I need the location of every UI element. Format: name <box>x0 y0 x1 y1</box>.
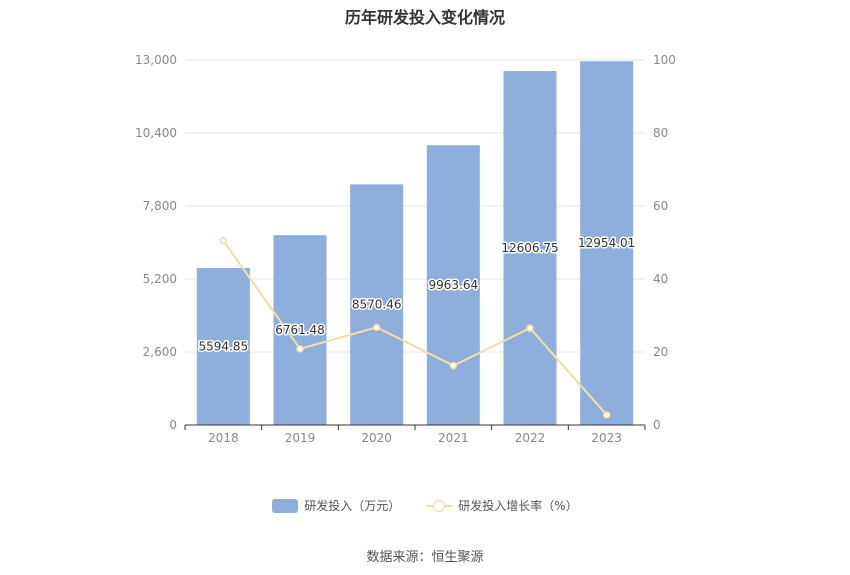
bar-2020 <box>350 184 404 425</box>
y-left-tick-label: 10,400 <box>135 126 177 140</box>
bar-data-label-2022: 12606.75 <box>501 241 558 255</box>
legend-item-line[interactable]: 研发投入增长率（%） <box>426 497 578 514</box>
y-right-tick-label: 100 <box>653 53 676 67</box>
growth-rate-point-2021 <box>449 361 458 370</box>
bar-2019 <box>273 235 327 425</box>
line-series <box>219 236 611 419</box>
legend-line-swatch <box>426 499 453 513</box>
growth-rate-point-2022 <box>526 324 534 332</box>
x-tick-label: 2021 <box>438 431 469 445</box>
y-right-tick-label: 40 <box>653 272 668 286</box>
bar-series <box>196 61 634 425</box>
y-right-tick-label: 60 <box>653 199 668 213</box>
y-left-tick-label: 2,600 <box>143 345 177 359</box>
y-left-tick-label: 7,800 <box>143 199 177 213</box>
y-axis-right-ticks: 0 20 40 60 80 100 <box>653 53 676 432</box>
bar-data-label-2020: 8570.46 <box>352 298 402 312</box>
y-left-tick-label: 0 <box>169 418 177 432</box>
growth-rate-point-2019 <box>296 345 304 353</box>
grid-lines <box>185 59 645 353</box>
x-tick-label: 2022 <box>515 431 546 445</box>
chart-canvas: 0 2,600 5,200 7,800 10,400 13,000 0 20 40 60 80 10… <box>135 53 676 445</box>
y-right-tick-label: 0 <box>653 418 661 432</box>
x-tick-label: 2020 <box>361 431 392 445</box>
chart-title: 历年研发投入变化情况 <box>344 8 505 27</box>
legend-line-label: 研发投入增长率（%） <box>458 499 578 513</box>
x-tick-label: 2018 <box>208 431 239 445</box>
growth-rate-point-2020 <box>372 323 381 332</box>
legend-bar-swatch <box>272 498 299 513</box>
legend-item-bar[interactable]: 研发投入（万元） <box>272 497 400 514</box>
data-source: 数据来源：恒生聚源 <box>366 550 484 565</box>
legend: 研发投入（万元） 研发投入增长率（%） <box>0 497 850 514</box>
bar-2022 <box>503 71 557 425</box>
x-tick-label: 2023 <box>591 431 622 445</box>
growth-rate-point-2018 <box>219 236 228 245</box>
x-tick-label: 2019 <box>285 431 316 445</box>
bar-2023 <box>580 61 634 425</box>
growth-rate-line <box>222 240 608 416</box>
bar-data-label-2023: 12954.01 <box>578 236 635 250</box>
bar-data-label-2021: 9963.64 <box>429 278 479 292</box>
y-left-tick-label: 13,000 <box>135 53 177 67</box>
bar-data-labels: 5594.85 6761.48 8570.46 9963.64 12606.75 1295… <box>197 235 637 355</box>
y-right-tick-label: 80 <box>653 126 668 140</box>
legend-bar-label: 研发投入（万元） <box>304 499 401 513</box>
y-left-tick-label: 5,200 <box>143 272 177 286</box>
bar-data-label-2018: 5594.85 <box>199 339 249 353</box>
bar-2018 <box>196 267 250 425</box>
y-right-tick-label: 20 <box>653 345 668 359</box>
growth-rate-point-2023 <box>602 411 611 419</box>
x-axis: 2018 2019 2020 2021 2022 2023 <box>184 424 646 445</box>
y-axis-left-ticks: 0 2,600 5,200 7,800 10,400 13,000 <box>135 53 177 432</box>
bar-data-label-2019: 6761.48 <box>275 323 325 337</box>
bar-2021 <box>426 145 480 425</box>
